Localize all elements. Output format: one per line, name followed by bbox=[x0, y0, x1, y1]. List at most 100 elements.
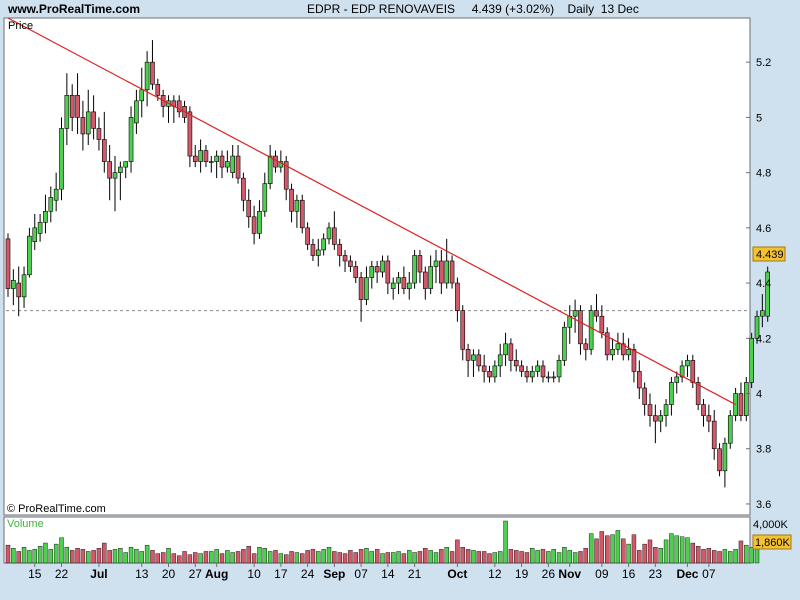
candle[interactable] bbox=[711, 410, 717, 460]
candle[interactable] bbox=[396, 272, 401, 295]
candle[interactable] bbox=[701, 399, 706, 427]
volume-bar[interactable] bbox=[519, 551, 524, 564]
volume-bar[interactable] bbox=[123, 552, 128, 564]
volume-bar[interactable] bbox=[198, 553, 203, 564]
candle[interactable] bbox=[91, 95, 96, 140]
volume-bar[interactable] bbox=[171, 553, 177, 564]
volume-bar[interactable] bbox=[166, 548, 171, 564]
candle[interactable] bbox=[230, 145, 235, 179]
volume-bar[interactable] bbox=[91, 550, 96, 564]
volume-bar[interactable] bbox=[578, 551, 583, 564]
candle[interactable] bbox=[524, 365, 530, 383]
volume-bar[interactable] bbox=[118, 548, 123, 564]
candle[interactable] bbox=[332, 211, 337, 250]
candle[interactable] bbox=[369, 260, 375, 289]
candle[interactable] bbox=[11, 269, 16, 306]
volume-bar[interactable] bbox=[128, 547, 134, 564]
volume-bar[interactable] bbox=[246, 546, 251, 564]
candle[interactable] bbox=[433, 249, 439, 284]
candle[interactable] bbox=[123, 161, 128, 179]
candle[interactable] bbox=[144, 51, 150, 107]
volume-bar[interactable] bbox=[43, 542, 48, 564]
volume-bar[interactable] bbox=[257, 547, 262, 564]
candle[interactable] bbox=[439, 249, 444, 295]
candle[interactable] bbox=[749, 332, 754, 388]
volume-bar[interactable] bbox=[182, 551, 187, 564]
volume-bar[interactable] bbox=[722, 549, 728, 564]
candle[interactable] bbox=[37, 214, 43, 242]
volume-bar[interactable] bbox=[663, 539, 669, 564]
candle[interactable] bbox=[460, 305, 466, 361]
candle[interactable] bbox=[225, 150, 230, 173]
candle[interactable] bbox=[476, 349, 482, 372]
volume-bar[interactable] bbox=[674, 535, 679, 564]
candle[interactable] bbox=[572, 299, 578, 333]
volume-bar[interactable] bbox=[225, 550, 230, 564]
candle[interactable] bbox=[257, 200, 262, 239]
volume-bar[interactable] bbox=[305, 550, 310, 564]
volume-bar[interactable] bbox=[160, 552, 166, 564]
volume-bar[interactable] bbox=[144, 544, 150, 564]
candle[interactable] bbox=[529, 365, 535, 383]
volume-bar[interactable] bbox=[481, 551, 487, 564]
candle[interactable] bbox=[310, 238, 316, 261]
candle[interactable] bbox=[422, 266, 428, 300]
candle[interactable] bbox=[449, 255, 455, 289]
volume-bar[interactable] bbox=[11, 548, 16, 564]
volume-bar[interactable] bbox=[262, 548, 267, 564]
candle[interactable] bbox=[497, 343, 503, 377]
volume-bar[interactable] bbox=[353, 552, 358, 564]
volume-bar[interactable] bbox=[658, 548, 663, 564]
candle[interactable] bbox=[326, 222, 332, 245]
candle[interactable] bbox=[546, 371, 551, 383]
candle[interactable] bbox=[727, 410, 733, 449]
candle[interactable] bbox=[299, 194, 305, 234]
volume-bar[interactable] bbox=[701, 549, 706, 564]
volume-bar[interactable] bbox=[59, 537, 64, 564]
candle[interactable] bbox=[289, 183, 294, 223]
volume-bar[interactable] bbox=[241, 549, 246, 564]
trend-line[interactable] bbox=[7, 17, 736, 406]
candle[interactable] bbox=[610, 338, 615, 361]
volume-bar[interactable] bbox=[278, 553, 284, 564]
candle[interactable] bbox=[535, 360, 540, 377]
volume-bar[interactable] bbox=[150, 550, 155, 564]
volume-bar[interactable] bbox=[679, 536, 685, 564]
candle[interactable] bbox=[406, 272, 412, 300]
candle[interactable] bbox=[64, 73, 70, 146]
candle[interactable] bbox=[43, 194, 48, 234]
volume-bar[interactable] bbox=[653, 547, 658, 564]
candle[interactable] bbox=[235, 145, 241, 184]
volume-bar[interactable] bbox=[444, 547, 449, 564]
candle[interactable] bbox=[481, 354, 487, 383]
volume-bar[interactable] bbox=[155, 553, 161, 564]
candle[interactable] bbox=[722, 437, 728, 488]
candle[interactable] bbox=[112, 156, 118, 212]
candle[interactable] bbox=[556, 354, 562, 383]
candle[interactable] bbox=[540, 360, 546, 383]
candle[interactable] bbox=[315, 238, 321, 267]
volume-bar[interactable] bbox=[316, 551, 321, 564]
volume-bar[interactable] bbox=[647, 539, 653, 564]
candle[interactable] bbox=[241, 172, 246, 212]
volume-bar[interactable] bbox=[407, 550, 412, 564]
volume-bar[interactable] bbox=[187, 554, 193, 564]
volume-bar[interactable] bbox=[134, 549, 139, 564]
candle[interactable] bbox=[487, 365, 492, 383]
candle[interactable] bbox=[754, 310, 760, 344]
volume-bar[interactable] bbox=[251, 553, 257, 564]
candle[interactable] bbox=[401, 266, 407, 295]
candle[interactable] bbox=[685, 354, 690, 377]
candle[interactable] bbox=[760, 294, 765, 328]
candle[interactable] bbox=[294, 194, 300, 228]
volume-bar[interactable] bbox=[230, 552, 235, 564]
volume-bar[interactable] bbox=[176, 555, 182, 564]
candle[interactable] bbox=[465, 343, 471, 377]
candle[interactable] bbox=[32, 214, 38, 250]
candle[interactable] bbox=[139, 67, 145, 118]
candle[interactable] bbox=[706, 404, 712, 433]
candle[interactable] bbox=[444, 238, 450, 289]
candle[interactable] bbox=[305, 222, 310, 250]
volume-bar[interactable] bbox=[530, 548, 535, 564]
